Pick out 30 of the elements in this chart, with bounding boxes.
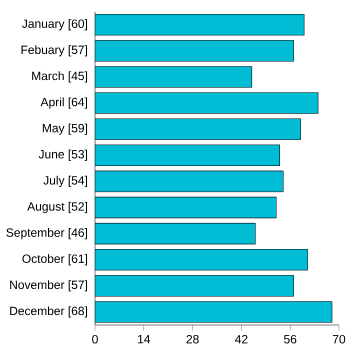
bar (95, 222, 256, 244)
bar (95, 66, 252, 88)
y-tick-label: December [68] (10, 306, 88, 318)
y-tick-label: June [53] (38, 150, 88, 161)
x-tick-label: 14 (138, 334, 150, 344)
bar (95, 275, 294, 297)
bar (95, 196, 277, 218)
y-tick-label: Febuary [57] (22, 45, 88, 56)
bar (95, 301, 332, 323)
x-tick-label: 42 (234, 334, 248, 344)
bar (95, 14, 304, 36)
bar (95, 118, 301, 140)
bar (95, 92, 318, 114)
y-tick-label: September [46] (6, 228, 88, 240)
x-tick-label: 70 (332, 334, 346, 344)
bar (95, 170, 284, 192)
y-tick-label: January [60] (22, 19, 88, 30)
y-tick-label: July [54] (43, 176, 88, 187)
x-tick-label: 56 (284, 334, 296, 344)
y-tick-label: August [52] (27, 202, 88, 214)
x-tick-label: 28 (186, 334, 199, 344)
bar (95, 249, 308, 270)
bar (95, 144, 280, 166)
y-tick-label: March [45] (32, 71, 88, 83)
bar (95, 40, 294, 62)
y-tick-label: April [64] (40, 97, 88, 109)
y-tick-label: May [59] (42, 124, 88, 135)
x-tick-label: 0 (92, 334, 98, 344)
y-tick-label: November [57] (10, 280, 88, 292)
y-tick-label: October [61] (22, 254, 88, 266)
